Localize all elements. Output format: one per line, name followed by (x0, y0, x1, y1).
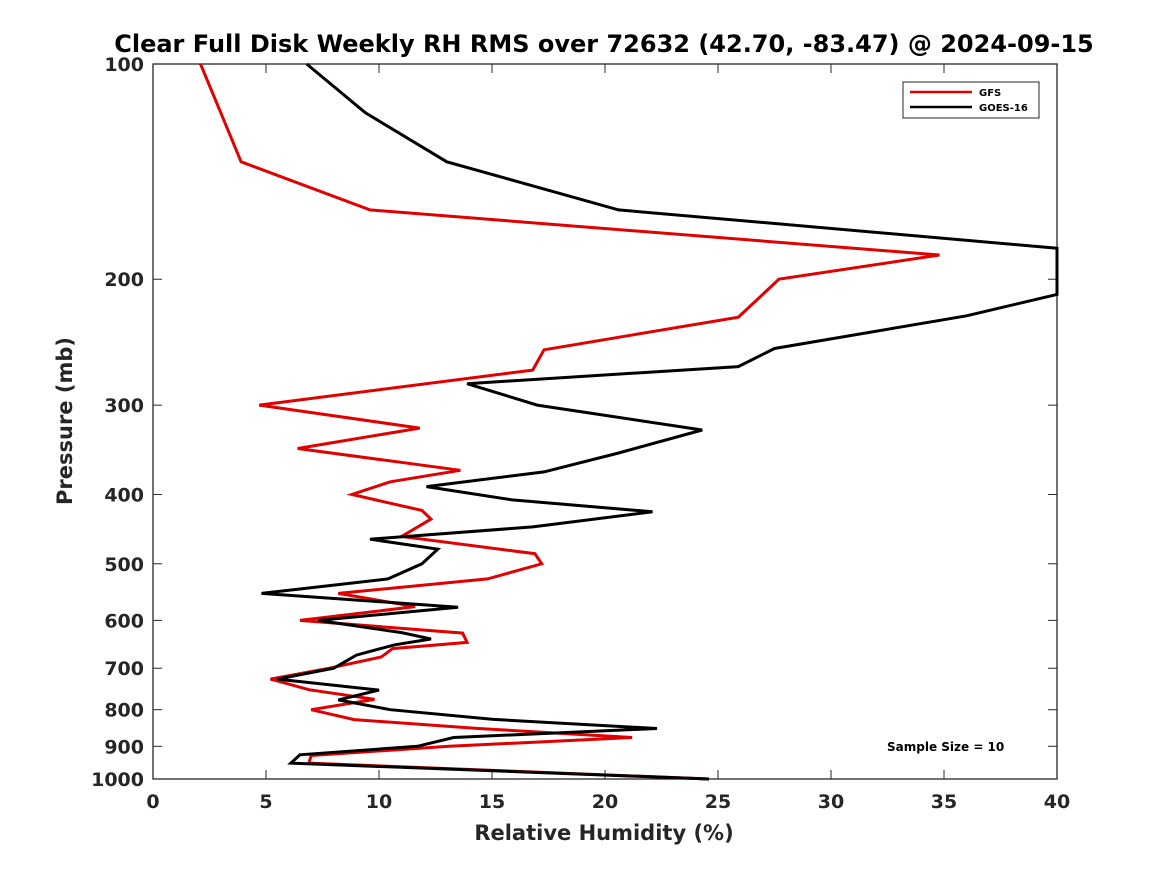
series-line-goes-16 (261, 62, 1059, 781)
y-tick-label-300: 300 (104, 395, 144, 417)
legend-label-goes16: GOES-16 (979, 103, 1028, 114)
x-tick-label-35: 35 (931, 791, 957, 813)
series-line-gfs (199, 63, 940, 781)
legend-label-gfs: GFS (979, 88, 1001, 99)
x-tick-label-15: 15 (479, 791, 505, 813)
legend-box (902, 81, 1040, 119)
y-tick-label-100: 100 (104, 54, 144, 76)
sample-size-annotation: Sample Size = 10 (887, 740, 1004, 754)
x-tick-label-5: 5 (259, 791, 272, 813)
y-tick-label-900: 900 (104, 736, 144, 758)
x-tick-label-30: 30 (818, 791, 844, 813)
x-axis: 0 5 10 15 20 25 30 35 40 (146, 64, 1070, 813)
plot-frame (152, 63, 1058, 780)
x-tick-label-25: 25 (705, 791, 731, 813)
plot-area (152, 63, 1058, 780)
chart-title: Clear Full Disk Weekly RH RMS over 72632… (114, 30, 1094, 58)
x-axis-label: Relative Humidity (%) (474, 821, 733, 845)
x-tick-label-0: 0 (146, 791, 159, 813)
legend: GFS GOES-16 (902, 81, 1040, 119)
y-axis-label: Pressure (mb) (53, 337, 77, 505)
y-tick-label-1000: 1000 (91, 769, 144, 791)
series-layer (199, 62, 1059, 781)
x-tick-label-40: 40 (1044, 791, 1070, 813)
y-tick-label-400: 400 (104, 484, 144, 506)
y-tick-label-200: 200 (104, 269, 144, 291)
y-tick-label-500: 500 (104, 554, 144, 576)
y-tick-label-700: 700 (104, 658, 144, 680)
y-tick-label-800: 800 (104, 700, 144, 722)
y-axis: 100 200 300 400 500 600 700 800 900 1000 (91, 54, 1057, 791)
x-tick-label-20: 20 (592, 791, 618, 813)
x-tick-label-10: 10 (366, 791, 392, 813)
y-tick-label-600: 600 (104, 610, 144, 632)
